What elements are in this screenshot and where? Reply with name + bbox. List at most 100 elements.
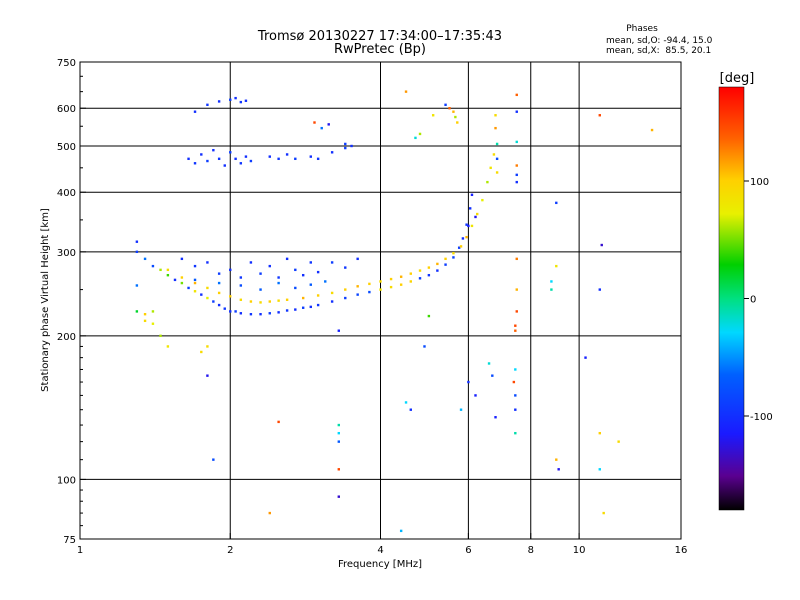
data-point <box>135 250 139 254</box>
data-point <box>418 132 422 136</box>
data-point <box>495 171 499 174</box>
data-point <box>200 153 203 156</box>
data-point <box>206 345 209 348</box>
data-point <box>249 300 253 303</box>
data-point <box>135 284 139 287</box>
data-point <box>514 431 517 435</box>
data-point <box>309 261 312 264</box>
data-point <box>512 380 516 384</box>
data-point <box>330 291 334 295</box>
data-point <box>337 423 341 427</box>
data-point <box>316 157 320 161</box>
data-point <box>212 300 215 303</box>
data-point <box>285 153 289 156</box>
data-point <box>467 380 470 384</box>
data-point <box>166 273 170 277</box>
data-point <box>515 310 518 313</box>
data-point <box>344 296 347 300</box>
data-point <box>492 153 496 156</box>
data-point <box>217 100 221 103</box>
data-point <box>555 458 558 461</box>
data-point <box>350 144 353 148</box>
x-tick-label: 4 <box>377 545 383 556</box>
data-point <box>515 110 518 113</box>
data-point <box>320 126 323 130</box>
data-point <box>515 164 518 167</box>
y-tick-label: 500 <box>57 142 76 153</box>
stats-line-o: mean, sd,O: -94.4, 15.0 <box>606 36 713 46</box>
grid-lines <box>80 62 681 539</box>
data-point <box>515 288 518 291</box>
data-point <box>436 269 439 272</box>
data-point <box>476 212 479 216</box>
colorbar-label: [deg] <box>720 71 755 86</box>
data-point <box>470 224 474 228</box>
data-point <box>309 155 312 158</box>
data-point <box>456 121 459 124</box>
data-point <box>584 356 587 359</box>
data-point <box>330 151 334 154</box>
data-point <box>514 408 517 411</box>
data-point <box>244 99 248 102</box>
x-tick-label: 16 <box>675 545 688 556</box>
y-tick-label: 750 <box>57 58 76 69</box>
data-point <box>239 162 243 165</box>
data-point <box>409 280 412 283</box>
data-point <box>229 268 232 272</box>
data-point <box>234 157 237 161</box>
data-point <box>444 103 447 107</box>
data-point <box>427 266 431 269</box>
data-point <box>515 257 518 261</box>
data-point <box>344 146 347 150</box>
data-point <box>151 322 155 325</box>
data-point <box>301 296 305 300</box>
data-point <box>481 198 484 202</box>
data-point <box>151 310 155 313</box>
data-point <box>356 257 359 261</box>
data-point <box>602 511 605 515</box>
data-point <box>259 301 262 304</box>
y-tick-label: 300 <box>57 248 76 259</box>
data-point <box>217 291 221 295</box>
data-point <box>448 107 451 110</box>
data-point <box>268 300 271 303</box>
data-point <box>344 142 347 146</box>
data-point <box>212 458 215 461</box>
data-point <box>515 140 518 144</box>
data-point <box>557 468 560 471</box>
data-point <box>166 268 170 272</box>
data-point <box>285 309 289 312</box>
data-point <box>436 262 439 266</box>
data-point <box>277 311 280 314</box>
data-point <box>555 201 558 205</box>
data-point <box>515 93 518 97</box>
data-point <box>409 272 412 275</box>
data-point <box>268 511 271 515</box>
data-point <box>143 312 147 316</box>
data-point <box>459 408 463 411</box>
y-tick-label: 200 <box>57 332 76 343</box>
data-point <box>550 280 553 283</box>
data-point <box>379 288 382 291</box>
data-point <box>277 420 280 424</box>
data-point <box>223 307 226 310</box>
data-point <box>239 276 243 279</box>
x-tick-label: 6 <box>465 545 471 556</box>
data-point <box>327 123 330 126</box>
data-point <box>356 285 359 288</box>
data-point <box>229 151 232 154</box>
data-point <box>268 312 271 315</box>
data-point <box>316 294 320 297</box>
data-point <box>465 223 468 226</box>
data-point <box>470 193 474 197</box>
data-point <box>229 98 232 101</box>
data-point <box>617 440 620 443</box>
data-point <box>239 312 243 315</box>
data-point <box>206 261 209 264</box>
y-tick-labels: 75 100 200 300 400 500 600 750 <box>57 58 76 546</box>
data-point <box>514 324 517 327</box>
data-point <box>337 431 341 435</box>
data-point <box>418 277 422 280</box>
data-point <box>313 121 316 124</box>
